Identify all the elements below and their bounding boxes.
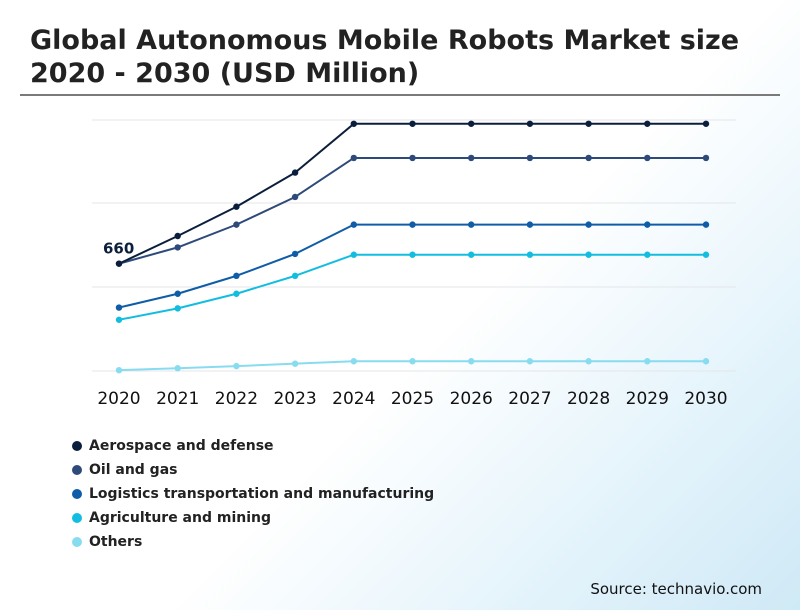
legend-item-oil-and-gas: Oil and gas bbox=[72, 458, 434, 482]
data-point-others-2020 bbox=[115, 366, 123, 374]
legend-dot-icon bbox=[72, 465, 82, 475]
data-point-logistics-transportation-and-manufacturing-2028 bbox=[585, 221, 592, 228]
x-tick-label-2021: 2021 bbox=[156, 389, 199, 409]
data-point-oil-and-gas-2024 bbox=[350, 154, 357, 162]
data-point-aerospace-and-defense-2027 bbox=[526, 120, 534, 127]
x-tick-label-2028: 2028 bbox=[567, 389, 610, 409]
data-point-aerospace-and-defense-2026 bbox=[468, 120, 475, 127]
legend-dot-icon bbox=[72, 537, 82, 547]
chart-title: Global Autonomous Mobile Robots Market s… bbox=[30, 25, 740, 89]
data-point-logistics-transportation-and-manufacturing-2026 bbox=[468, 221, 475, 228]
data-point-aerospace-and-defense-2030 bbox=[702, 120, 710, 127]
legend-label: Others bbox=[89, 534, 143, 550]
data-point-aerospace-and-defense-2024 bbox=[350, 120, 357, 127]
x-tick-label-2022: 2022 bbox=[215, 389, 258, 409]
legend-label: Oil and gas bbox=[89, 462, 178, 478]
data-point-logistics-transportation-and-manufacturing-2024 bbox=[350, 221, 357, 228]
data-point-oil-and-gas-2030 bbox=[702, 154, 710, 162]
source-note: Source: technavio.com bbox=[590, 580, 762, 598]
data-point-oil-and-gas-2022 bbox=[233, 221, 240, 228]
data-point-others-2021 bbox=[174, 365, 181, 372]
data-point-agriculture-and-mining-2023 bbox=[291, 272, 299, 280]
data-point-agriculture-and-mining-2024 bbox=[350, 251, 357, 258]
legend-item-others: Others bbox=[72, 530, 434, 554]
data-point-aerospace-and-defense-2023 bbox=[291, 169, 299, 176]
legend-label: Agriculture and mining bbox=[89, 510, 272, 526]
x-tick-label-2030: 2030 bbox=[684, 389, 727, 409]
legend-label: Aerospace and defense bbox=[89, 438, 274, 454]
legend-dot-icon bbox=[72, 441, 82, 451]
legend-dot-icon bbox=[72, 513, 82, 523]
data-point-logistics-transportation-and-manufacturing-2030 bbox=[702, 221, 710, 228]
data-point-agriculture-and-mining-2030 bbox=[702, 251, 710, 258]
data-point-logistics-transportation-and-manufacturing-2020 bbox=[115, 304, 123, 311]
x-tick-label-2023: 2023 bbox=[273, 389, 316, 409]
x-tick-label-2024: 2024 bbox=[332, 389, 375, 409]
data-point-others-2025 bbox=[409, 358, 416, 365]
data-point-others-2028 bbox=[585, 358, 592, 365]
data-point-aerospace-and-defense-2022 bbox=[233, 203, 240, 210]
data-point-agriculture-and-mining-2026 bbox=[468, 251, 475, 258]
data-point-oil-and-gas-2028 bbox=[585, 154, 592, 162]
data-point-oil-and-gas-2025 bbox=[409, 154, 416, 162]
x-tick-label-2026: 2026 bbox=[450, 389, 493, 409]
title-divider bbox=[20, 94, 780, 96]
legend-label: Logistics transportation and manufacturi… bbox=[89, 486, 435, 502]
data-point-others-2026 bbox=[468, 358, 475, 365]
data-point-logistics-transportation-and-manufacturing-2022 bbox=[233, 272, 240, 280]
chart-legend: Aerospace and defense Oil and gas Logistic… bbox=[72, 434, 434, 554]
legend-item-logistics-transportation-and-manufacturing: Logistics transportation and manufacturi… bbox=[72, 482, 434, 506]
data-point-oil-and-gas-2026 bbox=[468, 154, 475, 162]
data-point-logistics-transportation-and-manufacturing-2027 bbox=[526, 221, 534, 228]
legend-item-aerospace-and-defense: Aerospace and defense bbox=[72, 434, 434, 458]
data-point-agriculture-and-mining-2022 bbox=[233, 290, 240, 297]
data-point-agriculture-and-mining-2025 bbox=[409, 251, 416, 258]
data-point-aerospace-and-defense-2020 bbox=[115, 260, 123, 267]
data-point-aerospace-and-defense-2021 bbox=[174, 232, 181, 240]
data-point-logistics-transportation-and-manufacturing-2025 bbox=[409, 221, 416, 228]
data-point-aerospace-and-defense-2028 bbox=[585, 120, 592, 127]
data-point-others-2029 bbox=[644, 358, 651, 365]
data-point-agriculture-and-mining-2029 bbox=[644, 251, 651, 258]
data-point-logistics-transportation-and-manufacturing-2029 bbox=[644, 221, 651, 228]
data-point-aerospace-and-defense-2029 bbox=[644, 120, 651, 127]
x-tick-label-2029: 2029 bbox=[626, 389, 669, 409]
legend-dot-icon bbox=[72, 489, 82, 499]
data-point-others-2027 bbox=[526, 358, 534, 365]
legend-item-agriculture-and-mining: Agriculture and mining bbox=[72, 506, 434, 530]
data-point-agriculture-and-mining-2027 bbox=[526, 251, 534, 258]
data-point-others-2023 bbox=[291, 360, 299, 367]
line-chart: 2020 2021 2022 2023 2024 2025 2026 2027 2028 2029… bbox=[92, 119, 736, 409]
data-point-others-2022 bbox=[233, 362, 240, 370]
data-point-oil-and-gas-2029 bbox=[644, 154, 651, 162]
series-line-aerospace-and-defense bbox=[118, 122, 706, 265]
data-point-oil-and-gas-2021 bbox=[174, 244, 181, 251]
data-label-0: 660 bbox=[103, 240, 134, 258]
data-point-agriculture-and-mining-2021 bbox=[174, 305, 181, 312]
data-point-agriculture-and-mining-2020 bbox=[115, 316, 123, 323]
data-point-others-2030 bbox=[702, 358, 710, 365]
x-tick-label-2027: 2027 bbox=[508, 389, 551, 409]
series-line-oil-and-gas bbox=[118, 156, 706, 265]
x-tick-label-2020: 2020 bbox=[97, 389, 140, 409]
data-point-others-2024 bbox=[350, 358, 357, 365]
data-point-oil-and-gas-2027 bbox=[526, 154, 534, 162]
data-point-logistics-transportation-and-manufacturing-2021 bbox=[174, 290, 181, 297]
data-point-agriculture-and-mining-2028 bbox=[585, 251, 592, 258]
x-tick-label-2025: 2025 bbox=[391, 389, 434, 409]
data-point-oil-and-gas-2023 bbox=[291, 193, 299, 201]
data-point-aerospace-and-defense-2025 bbox=[409, 120, 416, 127]
data-point-logistics-transportation-and-manufacturing-2023 bbox=[291, 250, 299, 258]
